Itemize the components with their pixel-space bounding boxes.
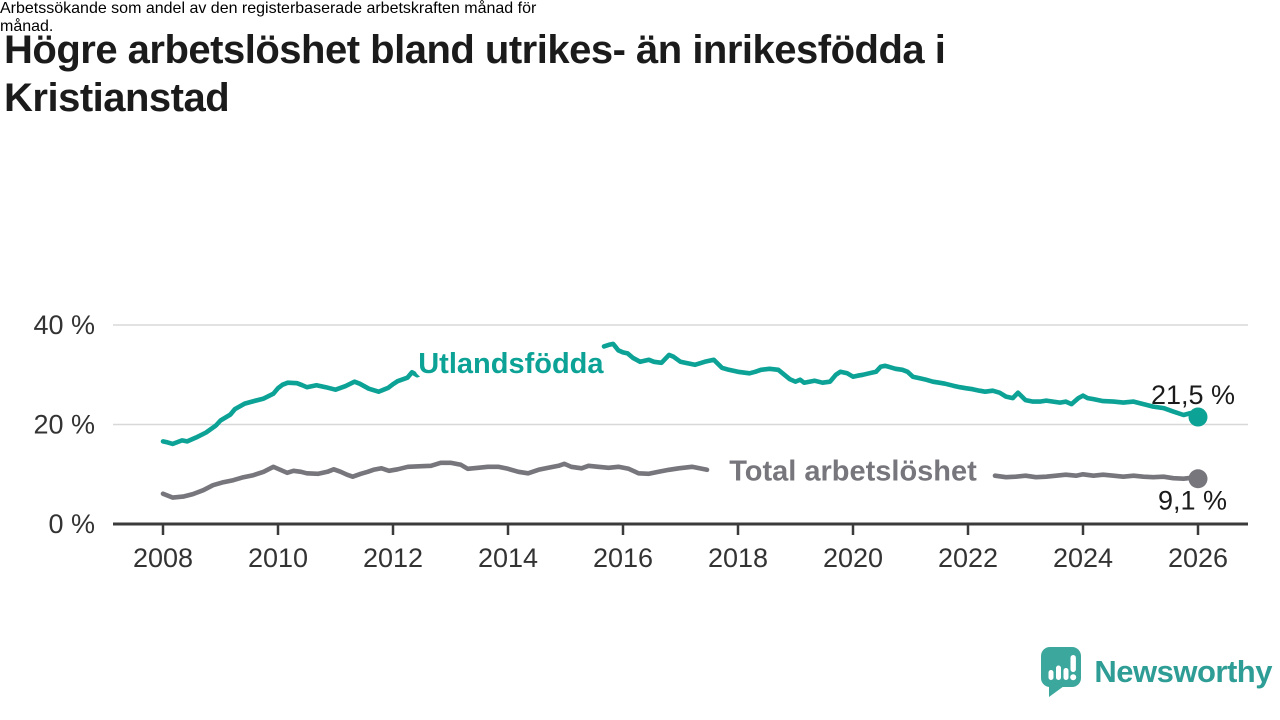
newsworthy-logo-text: Newsworthy <box>1094 654 1272 689</box>
series-line <box>160 460 710 500</box>
x-axis-tick-label: 2008 <box>133 543 193 573</box>
subtitle-line-1: Arbetssökande som andel av den registerb… <box>0 0 537 17</box>
series-end-dot <box>1188 469 1208 489</box>
title-line-1: Högre arbetslöshet bland utrikes- än inr… <box>4 28 946 72</box>
x-axis-tick-label: 2016 <box>593 543 653 573</box>
y-axis-tick-label: 0 % <box>48 509 95 539</box>
page-title: Högre arbetslöshet bland utrikes- än inr… <box>4 26 946 122</box>
series-line <box>992 471 1201 482</box>
subtitle-line-2: månad. <box>0 18 54 35</box>
end-value-label: 9,1 % <box>1158 486 1227 516</box>
newsworthy-icon <box>1041 647 1082 697</box>
x-axis-tick-label: 2020 <box>823 543 883 573</box>
series-name-label: Utlandsfödda <box>418 348 604 380</box>
x-axis-tick-label: 2010 <box>248 543 308 573</box>
newsworthy-logo: Newsworthy <box>1039 646 1272 698</box>
x-axis-tick-label: 2018 <box>708 543 768 573</box>
series-end-dot <box>1188 407 1208 427</box>
series-name-label: Total arbetslöshet <box>729 455 977 487</box>
x-axis-tick-label: 2012 <box>363 543 423 573</box>
x-axis-tick-label: 2024 <box>1053 543 1113 573</box>
x-axis-tick-label: 2014 <box>478 543 538 573</box>
y-axis-tick-label: 40 % <box>33 310 95 340</box>
series-line <box>601 341 1201 420</box>
x-axis-tick-label: 2022 <box>938 543 998 573</box>
series-line <box>160 369 439 447</box>
end-value-label: 21,5 % <box>1151 380 1235 410</box>
x-axis-tick-label: 2026 <box>1168 543 1228 573</box>
title-line-2: Kristianstad <box>4 76 230 120</box>
y-axis-tick-label: 20 % <box>33 410 95 440</box>
